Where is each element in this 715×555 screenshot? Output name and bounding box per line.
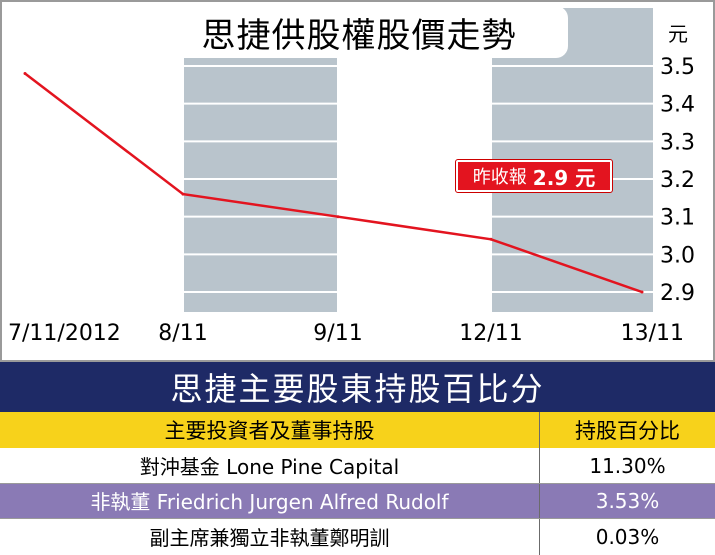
x-tick-label: 13/11 [621,321,684,346]
table-title-bar: 思捷主要股東持股百比分 [0,362,715,412]
x-tick-label: 7/11/2012 [8,321,121,346]
shareholder-table: 思捷主要股東持股百比分 主要投資者及董事持股 持股百分比 對沖基金 Lone P… [0,362,715,555]
y-tick-label: 3.2 [660,168,695,193]
table-title: 思捷主要股東持股百比分 [170,370,545,408]
row-percentage: 0.03% [595,524,660,549]
chart-title-box: 思捷供股權股價走勢 [150,6,568,58]
row-percentage: 11.30% [589,453,666,478]
y-axis-unit: 元 [668,22,688,46]
y-tick-label: 2.9 [660,281,695,306]
row-percentage: 3.53% [595,488,660,513]
chart-panel: 3.5 3.4 3.3 3.2 3.1 3.0 2.9 7/11/2012 8/11 9/11 1… [0,0,715,362]
x-tick-label: 9/11 [313,321,362,346]
row-holder: 對沖基金 Lone Pine Capital [0,448,540,483]
price-line-chart: 3.5 3.4 3.3 3.2 3.1 3.0 2.9 7/11/2012 8/11 9/11 1… [0,0,715,362]
row-divider [0,483,715,484]
table-row: 副主席兼獨立非執董鄭明訓 0.03% [0,518,715,555]
table-row: 非執董 Friedrich Jurgen Alfred Rudolf 3.53% [0,483,715,518]
table-header-row: 主要投資者及董事持股 持股百分比 [0,412,715,448]
header-percentage: 持股百分比 [575,419,680,443]
data-point [23,72,27,75]
data-point [336,215,340,219]
chart-title: 思捷供股權股價走勢 [201,15,517,56]
row-holder: 非執董 Friedrich Jurgen Alfred Rudolf [0,483,540,518]
callout-value: 2.9 元 [532,165,596,190]
plot-band-white [8,8,183,312]
row-holder: 副主席兼獨立非執董鄭明訓 [0,518,540,555]
y-tick-label: 3.1 [660,206,695,231]
y-tick-label: 3.4 [660,93,695,118]
x-tick-label: 8/11 [158,321,207,346]
y-tick-label: 3.5 [660,55,695,80]
header-holder: 主要投資者及董事持股 [0,412,540,448]
callout-label: 昨收報 [472,167,527,188]
last-close-callout: 昨收報 2.9 元 [455,159,613,193]
y-tick-label: 3.0 [660,243,695,268]
data-point [640,290,644,294]
y-tick-label: 3.3 [660,130,695,155]
data-point [489,237,493,241]
row-divider [0,518,715,519]
table-row: 對沖基金 Lone Pine Capital 11.30% [0,448,715,483]
plot-band-shaded [183,8,338,312]
data-point [181,192,185,196]
x-tick-label: 12/11 [459,321,522,346]
